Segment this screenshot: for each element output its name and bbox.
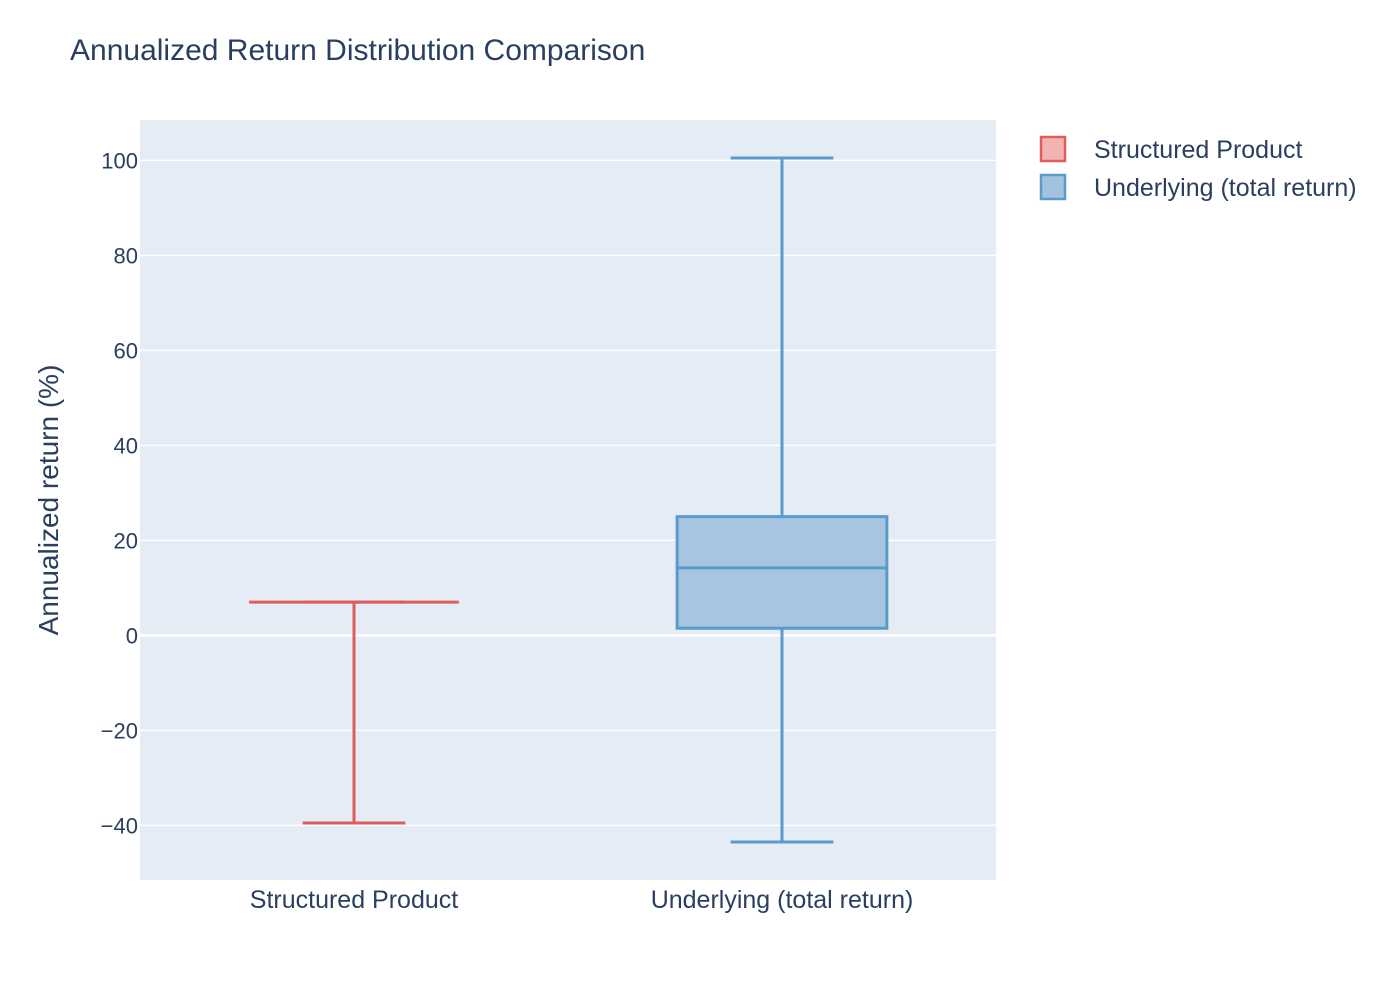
legend-swatch (1039, 173, 1067, 201)
y-tick-label: 100 (101, 148, 138, 173)
x-category-label: Underlying (total return) (651, 886, 914, 914)
y-tick-label: 20 (114, 528, 138, 553)
legend-item[interactable]: Underlying (total return) (1039, 173, 1357, 202)
legend-swatch (1039, 135, 1067, 163)
x-axis-categories: Structured Product Underlying (total retu… (250, 886, 914, 914)
box-traces (249, 156, 889, 844)
y-tick-label: 80 (114, 243, 138, 268)
chart-title: Annualized Return Distribution Compariso… (70, 34, 645, 67)
y-tick-label: −40 (101, 813, 138, 838)
legend-label: Underlying (total return) (1094, 174, 1357, 202)
box-trace[interactable] (675, 156, 889, 844)
box-trace[interactable] (249, 600, 459, 825)
y-axis-ticks: −40 −20 0 20 40 60 80 100 (101, 148, 138, 838)
x-category-label: Structured Product (250, 886, 458, 914)
y-axis-title: Annualized return (%) (33, 365, 64, 636)
y-tick-label: −20 (101, 718, 138, 743)
legend[interactable]: Structured Product Underlying (total retu… (1039, 135, 1357, 202)
plot-area (140, 120, 996, 880)
y-gridlines (140, 159, 996, 827)
y-tick-label: 40 (114, 433, 138, 458)
legend-label: Structured Product (1094, 136, 1302, 164)
iqr-box (675, 515, 889, 630)
y-tick-label: 0 (126, 623, 138, 648)
y-tick-label: 60 (114, 338, 138, 363)
legend-item[interactable]: Structured Product (1039, 135, 1302, 164)
